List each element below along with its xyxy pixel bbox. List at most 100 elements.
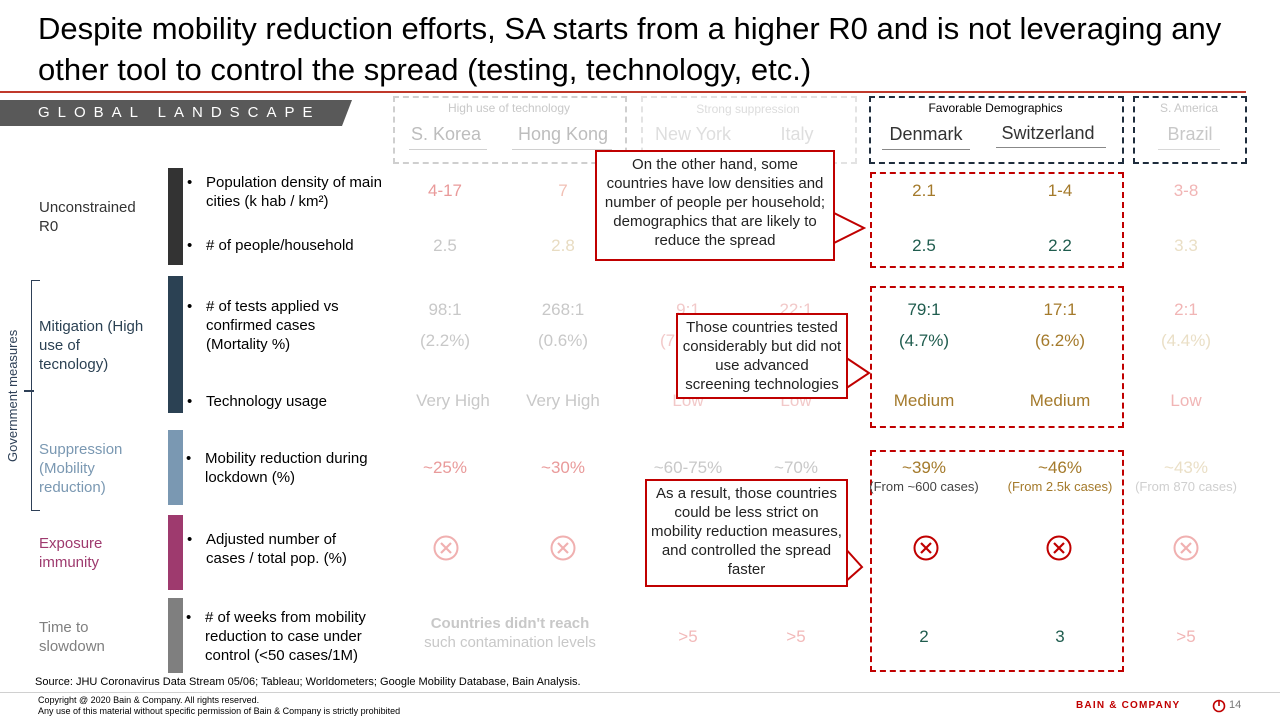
country-brazil: Brazil (1167, 124, 1213, 144)
metric-weeks: # of weeks from mobility reduction to ca… (186, 608, 390, 665)
x-circle-icon (913, 535, 939, 561)
value-hongkong-mortality: (0.6%) (537, 331, 589, 350)
value-korea-household: 2.5 (433, 236, 457, 255)
group-box-samerica (1133, 96, 1247, 164)
callout-pointer (845, 356, 871, 390)
group-box-demographics (869, 96, 1124, 164)
underline (1158, 149, 1220, 150)
x-circle-icon (550, 535, 576, 561)
value-denmark-mortality: (4.7%) (898, 331, 950, 350)
underline (996, 147, 1106, 148)
value-denmark-tests: 79:1 (907, 300, 941, 319)
country-newyork: New York (654, 124, 732, 144)
value-newyork-mortality: (7 (660, 331, 676, 350)
footer-rule (0, 692, 1280, 693)
value-brazil-weeks: >5 (1176, 627, 1196, 646)
bar-mitigation (168, 276, 183, 413)
metric-household: # of people/household (187, 236, 396, 255)
value-korea-mortality: (2.2%) (419, 331, 471, 350)
value-switzerland-tests: 17:1 (1043, 300, 1077, 319)
value-brazil-tests: 2:1 (1174, 300, 1198, 319)
value-switzerland-weeks: 3 (1055, 627, 1065, 646)
category-mitigation: Mitigation (High use of tecnology) (39, 318, 144, 373)
value-hongkong-mobility: ~30% (541, 458, 585, 477)
value-switzerland-mobility-note: (From 2.5k cases) (1007, 479, 1113, 494)
metric-technology: Technology usage (187, 392, 396, 411)
bar-unconstrained (168, 168, 183, 265)
section-label: GLOBAL LANDSCAPE (38, 104, 321, 121)
value-brazil-household: 3.3 (1174, 236, 1198, 255)
no-reach-line1: Countries didn't reach (430, 615, 590, 632)
bar-suppression (168, 430, 183, 505)
callout-tested: Those countries tested considerably but … (676, 313, 848, 399)
slide-title: Despite mobility reduction efforts, SA s… (38, 11, 1222, 87)
bracket-tick (24, 390, 34, 392)
country-denmark: Denmark (889, 124, 963, 144)
metric-density: Population density of main cities (k hab… (187, 173, 396, 211)
underline (409, 149, 487, 150)
value-hongkong-tests: 268:1 (541, 300, 585, 319)
group-label-demographics: Favorable Demographics (928, 101, 1063, 115)
bar-exposure (168, 515, 183, 590)
metric-cases: Adjusted number of cases / total pop. (%… (187, 530, 376, 568)
section-band (0, 100, 352, 126)
bar-time (168, 598, 183, 673)
government-bracket (31, 280, 40, 511)
value-denmark-mobility: ~39% (902, 458, 946, 477)
value-denmark-density: 2.1 (912, 181, 936, 200)
country-switzerland: Switzerland (1001, 123, 1095, 143)
country-skorea: S. Korea (410, 124, 482, 144)
highlight-box-mobility (870, 450, 1124, 672)
value-korea-density: 4-17 (427, 181, 463, 200)
underline (512, 149, 612, 150)
value-korea-mobility: ~25% (423, 458, 467, 477)
value-switzerland-mortality: (6.2%) (1034, 331, 1086, 350)
value-italy-weeks: >5 (786, 627, 806, 646)
value-newyork-weeks: >5 (678, 627, 698, 646)
value-switzerland-household: 2.2 (1048, 236, 1072, 255)
category-suppression: Suppression (Mobility reduction) (39, 441, 123, 496)
group-label-samerica: S. America (1159, 101, 1219, 115)
copyright-line1: Copyright @ 2020 Bain & Company. All rig… (38, 695, 260, 705)
value-brazil-technology: Low (1170, 391, 1202, 410)
category-time: Time to slowdown (39, 619, 105, 655)
callout-result: As a result, those countries could be le… (645, 479, 848, 587)
brand-logo-text: BAIN & COMPANY (1076, 700, 1181, 711)
value-hongkong-technology: Very High (526, 391, 600, 410)
no-reach-note: Countries didn't reach such contaminatio… (395, 614, 625, 652)
source-note: Source: JHU Coronavirus Data Stream 05/0… (35, 676, 581, 688)
highlight-box-tests (870, 286, 1124, 428)
value-brazil-mortality: (4.4%) (1160, 331, 1212, 350)
value-hongkong-density: 7 (558, 181, 568, 200)
category-unconstrained: Unconstrained R0 (39, 199, 136, 235)
metric-mobility: Mobility reduction during lockdown (%) (186, 449, 385, 487)
value-switzerland-technology: Medium (1029, 391, 1091, 410)
title-rule (0, 91, 1246, 93)
callout-pointer (832, 211, 866, 245)
group-label-suppression: Strong suppression (696, 102, 800, 116)
page-number: 14 (1229, 699, 1242, 711)
value-denmark-weeks: 2 (919, 627, 929, 646)
brand-logo-icon (1212, 699, 1226, 713)
callout-pointer (844, 546, 864, 584)
highlight-box-demographics (870, 172, 1124, 268)
value-brazil-mobility: ~43% (1164, 458, 1208, 477)
x-circle-icon (1173, 535, 1199, 561)
copyright-line2: Any use of this material without specifi… (38, 706, 401, 716)
category-exposure: Exposure immunity (39, 535, 103, 571)
underline (882, 149, 970, 150)
x-circle-icon (1046, 535, 1072, 561)
value-denmark-mobility-note: (From ~600 cases) (869, 479, 979, 494)
value-switzerland-density: 1-4 (1047, 181, 1073, 200)
value-korea-tests: 98:1 (428, 300, 462, 319)
value-korea-technology: Very High (416, 391, 490, 410)
value-switzerland-mobility: ~46% (1038, 458, 1082, 477)
metric-tests: # of tests applied vs confirmed cases (M… (187, 297, 376, 354)
group-label-technology: High use of technology (447, 101, 571, 115)
x-circle-icon (433, 535, 459, 561)
country-italy: Italy (780, 124, 814, 144)
value-denmark-household: 2.5 (912, 236, 936, 255)
country-hongkong: Hong Kong (517, 124, 609, 144)
government-measures-label: Government measures (5, 329, 20, 462)
group-box-technology (393, 96, 627, 164)
